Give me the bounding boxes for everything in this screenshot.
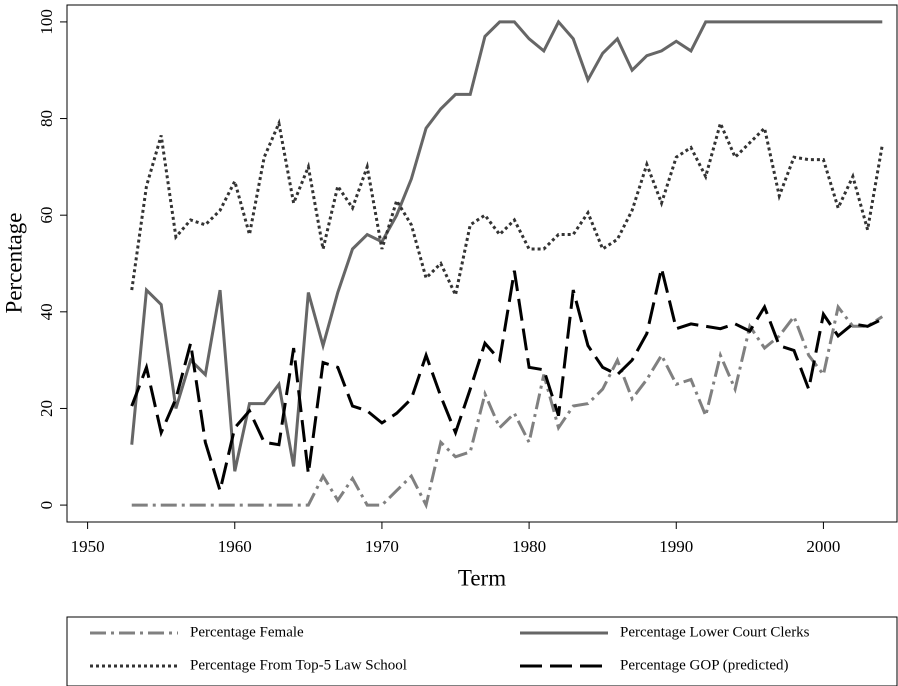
x-tick-label: 1950 (71, 537, 105, 556)
x-tick-label: 1990 (659, 537, 693, 556)
series-line (130, 118, 884, 300)
x-tick-label: 1970 (365, 537, 399, 556)
y-tick-label: 60 (37, 207, 56, 224)
legend-label: Percentage GOP (predicted) (620, 657, 789, 673)
x-tick-label: 2000 (806, 537, 840, 556)
series-line (130, 19, 883, 472)
y-tick-label: 20 (37, 400, 56, 417)
legend-frame (66, 616, 898, 686)
x-tick-label: 1980 (512, 537, 546, 556)
series-line (131, 303, 884, 510)
legend-label: Percentage Female (190, 624, 304, 640)
x-axis-title: Term (458, 565, 506, 590)
y-tick-label: 40 (37, 303, 56, 320)
y-tick-label: 80 (37, 110, 56, 127)
legend-label: Percentage From Top-5 Law School (190, 657, 407, 673)
y-tick-label: 0 (37, 501, 56, 510)
y-axis-title: Percentage (1, 213, 26, 314)
legend-label: Percentage Lower Court Clerks (620, 624, 810, 640)
y-tick-label: 100 (37, 9, 56, 35)
plot-frame (66, 4, 898, 523)
series-line (130, 267, 883, 497)
x-tick-label: 1960 (218, 537, 252, 556)
